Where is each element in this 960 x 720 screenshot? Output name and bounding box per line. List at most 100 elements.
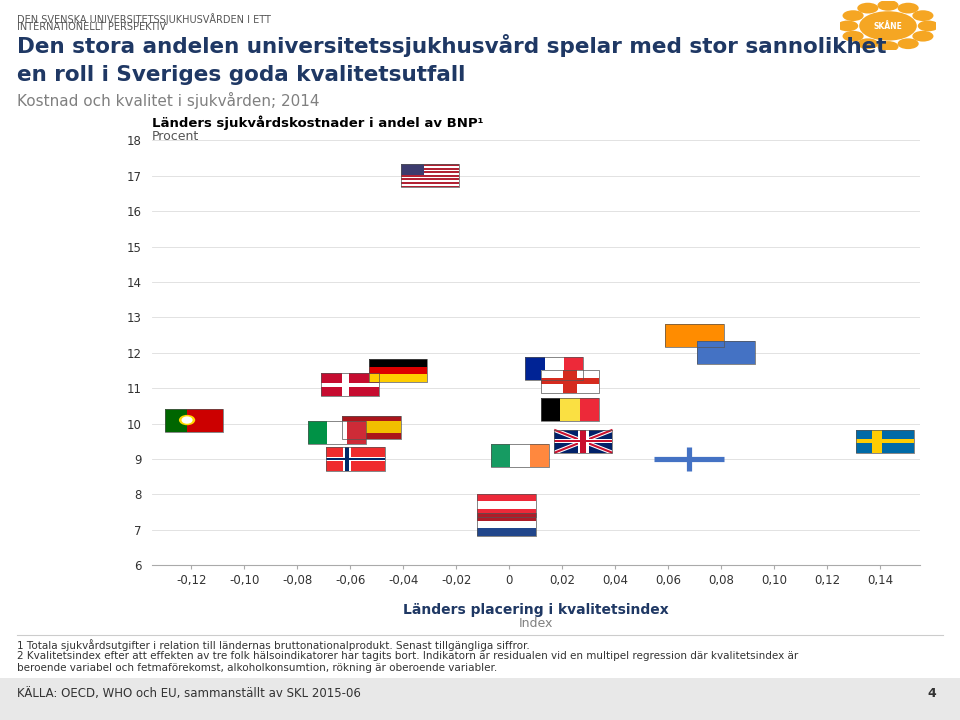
Bar	[541, 398, 599, 421]
Bar	[856, 430, 914, 453]
Circle shape	[859, 12, 917, 40]
Bar	[165, 408, 223, 431]
Bar	[400, 180, 459, 182]
Text: SKÅNE: SKÅNE	[874, 22, 902, 32]
Bar	[697, 341, 756, 364]
Bar	[665, 323, 724, 346]
Bar	[400, 186, 459, 187]
Bar	[308, 421, 327, 444]
Bar	[856, 430, 914, 453]
Bar	[530, 444, 549, 467]
Text: INTERNATIONELLT PERSPEKTIV: INTERNATIONELLT PERSPEKTIV	[17, 22, 166, 32]
Bar	[369, 366, 427, 374]
Bar	[343, 415, 400, 421]
Bar	[554, 440, 612, 443]
Bar	[326, 457, 385, 461]
Bar	[400, 179, 459, 180]
Ellipse shape	[857, 3, 878, 14]
Bar	[400, 176, 459, 179]
Bar	[477, 513, 536, 521]
Bar	[400, 168, 459, 170]
Bar	[697, 341, 756, 364]
Bar	[541, 369, 599, 392]
Bar	[369, 374, 427, 382]
Bar	[326, 448, 385, 470]
Bar	[369, 359, 427, 382]
Bar	[400, 164, 424, 175]
Ellipse shape	[857, 38, 878, 49]
Bar	[491, 444, 510, 467]
Bar	[165, 408, 187, 431]
Bar	[400, 164, 459, 187]
Bar	[477, 493, 536, 501]
Bar	[477, 521, 536, 528]
Bar	[400, 171, 459, 173]
Text: Procent: Procent	[152, 130, 199, 143]
Bar	[327, 421, 347, 444]
Ellipse shape	[912, 10, 933, 21]
Bar	[561, 398, 580, 421]
Bar	[343, 448, 351, 470]
Text: Länders placering i kvalitetsindex: Länders placering i kvalitetsindex	[403, 603, 668, 617]
Bar	[477, 509, 536, 516]
Bar	[525, 357, 544, 380]
Bar	[580, 398, 599, 421]
Bar	[554, 430, 612, 453]
Bar	[873, 430, 881, 453]
Text: DEN SVENSKA UNIVERSITETSSJUKHUSVÅRDEN I ETT: DEN SVENSKA UNIVERSITETSSJUKHUSVÅRDEN I …	[17, 13, 271, 25]
Bar	[322, 383, 379, 387]
Bar	[308, 421, 366, 444]
Text: 1 Totala sjukvårdsutgifter i relation till ländernas bruttonationalprodukt. Sena: 1 Totala sjukvårdsutgifter i relation ti…	[17, 639, 530, 651]
Text: beroende variabel och fetmaförekomst, alkoholkonsumtion, rökning är oberoende va: beroende variabel och fetmaförekomst, al…	[17, 663, 497, 673]
Bar	[581, 430, 587, 453]
Bar	[477, 513, 536, 536]
Bar	[525, 357, 584, 380]
Text: Index: Index	[518, 617, 553, 630]
Bar	[564, 369, 577, 392]
Ellipse shape	[912, 31, 933, 42]
Bar	[369, 359, 427, 366]
Bar	[541, 398, 561, 421]
Ellipse shape	[179, 415, 195, 426]
Bar	[510, 444, 530, 467]
Bar	[187, 408, 223, 431]
Bar	[400, 182, 459, 184]
Bar	[856, 439, 914, 443]
Bar	[326, 458, 385, 460]
Bar	[342, 373, 348, 396]
Bar	[477, 528, 536, 536]
Bar	[541, 369, 599, 392]
Text: Kostnad och kvalitet i sjukvården; 2014: Kostnad och kvalitet i sjukvården; 2014	[17, 92, 320, 109]
Bar	[400, 166, 459, 168]
Bar	[554, 430, 612, 453]
Bar	[322, 373, 379, 396]
Ellipse shape	[877, 41, 899, 52]
Ellipse shape	[843, 31, 864, 42]
Bar	[343, 415, 400, 438]
Ellipse shape	[898, 3, 919, 14]
Bar	[477, 493, 536, 516]
Bar	[400, 175, 459, 176]
Bar	[322, 373, 379, 396]
Text: en roll i Sveriges goda kvalitetsutfall: en roll i Sveriges goda kvalitetsutfall	[17, 65, 466, 85]
Text: 4: 4	[927, 687, 936, 700]
Text: Länders sjukvårdskostnader i andel av BNP¹: Länders sjukvårdskostnader i andel av BN…	[152, 115, 483, 130]
Text: Den stora andelen universitetssjukhusvård spelar med stor sannolikhet: Den stora andelen universitetssjukhusvår…	[17, 34, 887, 57]
Bar	[400, 173, 459, 175]
Bar	[477, 501, 536, 509]
Ellipse shape	[877, 0, 899, 11]
Bar	[400, 170, 459, 171]
Bar	[491, 444, 549, 467]
Bar	[544, 357, 564, 380]
Ellipse shape	[918, 21, 939, 31]
Bar	[665, 323, 724, 346]
Bar	[578, 430, 588, 453]
Bar	[541, 378, 599, 384]
Text: 2 Kvalitetsindex efter att effekten av tre folk hälsoindikatorer har tagits bort: 2 Kvalitetsindex efter att effekten av t…	[17, 651, 799, 661]
Bar	[554, 439, 612, 444]
Bar	[326, 448, 385, 470]
Bar	[343, 421, 400, 433]
Ellipse shape	[181, 416, 193, 424]
Bar	[400, 164, 459, 166]
Bar	[564, 357, 584, 380]
